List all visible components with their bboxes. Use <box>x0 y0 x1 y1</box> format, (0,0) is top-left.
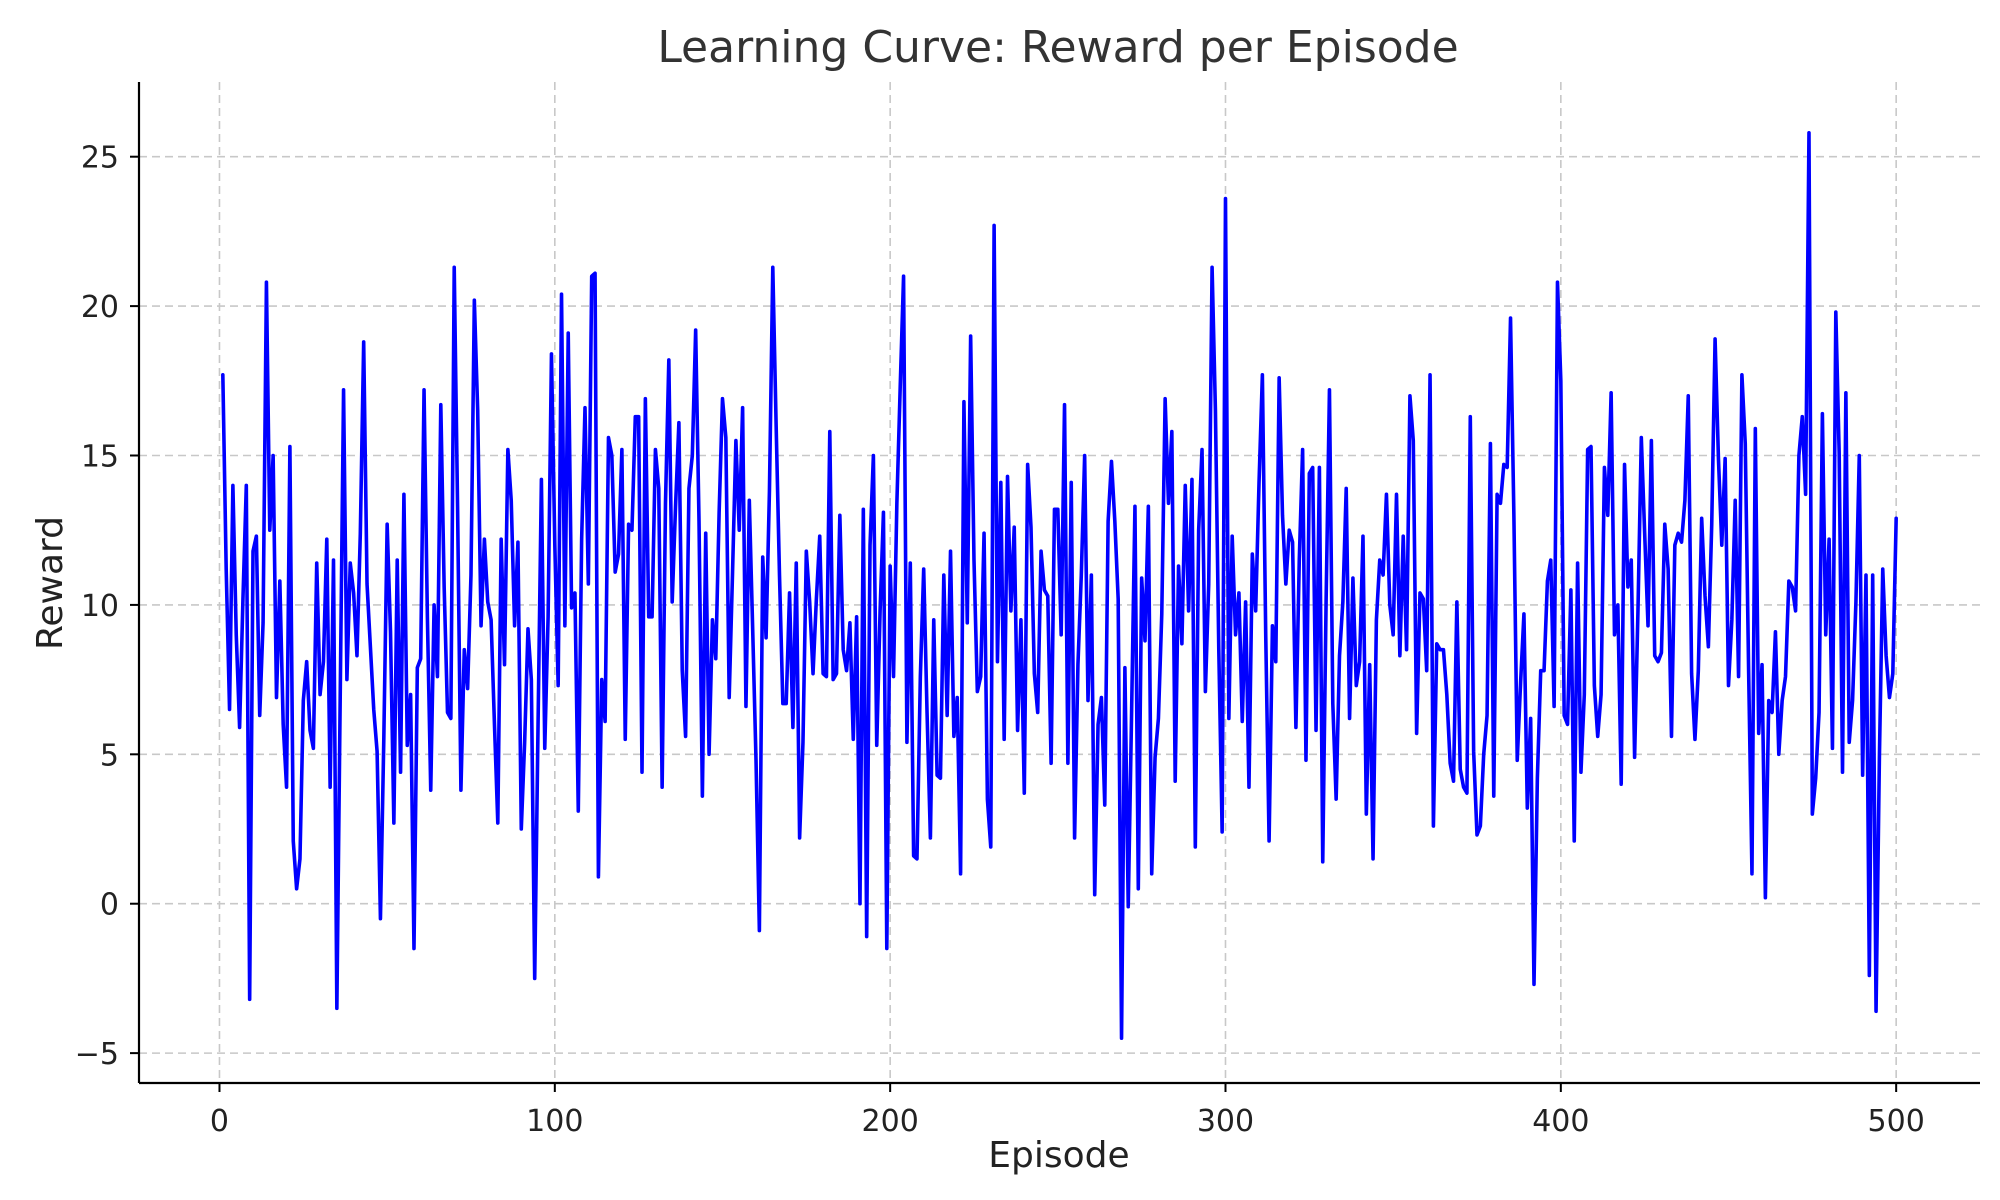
y-tick-label: 15 <box>81 440 119 475</box>
x-tick-label: 0 <box>210 1104 229 1139</box>
chart-title: Learning Curve: Reward per Episode <box>657 22 1458 73</box>
y-tick-label: 25 <box>81 141 119 176</box>
x-tick-label: 400 <box>1532 1104 1589 1139</box>
series-line-reward <box>221 131 1898 1040</box>
y-tick-label: 5 <box>100 738 119 773</box>
x-axis-ticks: 0 100 200 300 400 500 <box>210 1083 1925 1139</box>
y-tick-label: 20 <box>81 290 119 325</box>
x-tick-label: 200 <box>862 1104 919 1139</box>
y-tick-label: 0 <box>100 888 119 923</box>
x-tick-label: 100 <box>526 1104 583 1139</box>
x-axis-label: Episode <box>988 1135 1129 1176</box>
y-tick-label: 10 <box>81 589 119 624</box>
x-tick-label: 500 <box>1868 1104 1925 1139</box>
series-layer <box>221 131 1898 1040</box>
y-axis-ticks: −5 0 5 10 15 20 25 <box>75 141 139 1072</box>
axes-spines <box>137 82 1980 1085</box>
x-tick-label: 300 <box>1197 1104 1254 1139</box>
y-tick-label: −5 <box>75 1037 119 1072</box>
y-axis-label: Reward <box>30 516 71 650</box>
